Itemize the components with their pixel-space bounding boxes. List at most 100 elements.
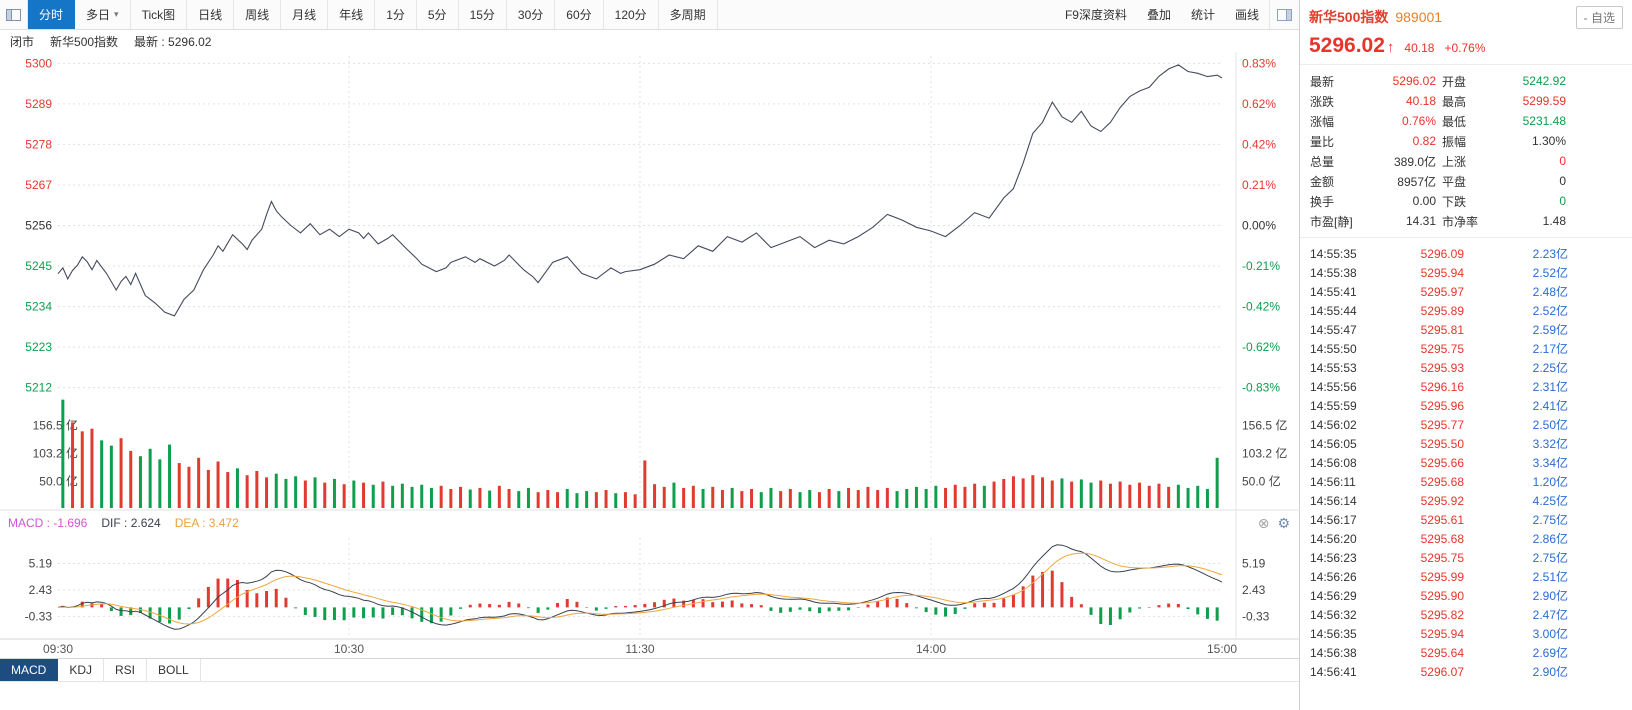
- tab-label: 多日: [86, 8, 111, 22]
- period-tabs: 分时 多日 ▾ Tick图 日线 周线 月线 年线 1分 5分 15分 30分 60分 120分 多周期: [28, 0, 718, 29]
- divider: [1300, 237, 1632, 238]
- period-tab-weekly[interactable]: 周线: [234, 0, 282, 29]
- tick-row: 14:56:11 5295.68 1.20亿: [1300, 472, 1632, 491]
- svg-text:0.42%: 0.42%: [1242, 137, 1276, 151]
- tick-time: 14:56:17: [1310, 512, 1357, 527]
- tick-price: 5295.97: [1420, 284, 1464, 299]
- tick-price: 5295.66: [1420, 455, 1464, 470]
- toolbar-item-draw-line[interactable]: 画线: [1234, 8, 1259, 22]
- period-tab-yearly[interactable]: 年线: [328, 0, 376, 29]
- stat-row: 涨跌 40.18 最高 5299.59: [1300, 91, 1632, 111]
- period-tab-multi-day[interactable]: 多日 ▾: [75, 0, 131, 29]
- stat-label: 金额: [1310, 174, 1335, 189]
- svg-text:-0.33: -0.33: [1242, 609, 1270, 623]
- time-axis-label: 14:00: [915, 642, 947, 656]
- stat-label: 涨跌: [1310, 94, 1335, 109]
- stat-row: 总量 389.0亿 上涨 0: [1300, 151, 1632, 171]
- tick-amount: 3.00亿: [1532, 627, 1568, 641]
- watchlist-toggle-button[interactable]: - 自选: [1575, 5, 1623, 29]
- tick-amount: 2.59亿: [1532, 323, 1568, 337]
- dropdown-caret-icon: ▾: [114, 9, 119, 19]
- tick-time: 14:55:50: [1310, 341, 1357, 356]
- macd-value: MACD : -1.696: [8, 516, 88, 530]
- indicator-tab-macd[interactable]: MACD: [0, 659, 59, 681]
- period-tab-15min[interactable]: 15分: [459, 0, 507, 29]
- tick-time: 14:56:38: [1310, 645, 1357, 660]
- stat-label: 换手: [1310, 194, 1335, 209]
- period-tab-tick-chart[interactable]: Tick图: [131, 0, 188, 29]
- status-instrument-name: 新华500指数: [50, 34, 119, 49]
- svg-text:103.2 亿: 103.2 亿: [1242, 445, 1287, 460]
- close-indicator-icon[interactable]: ⊗: [1257, 515, 1270, 531]
- tab-label: 5分: [427, 8, 447, 22]
- tick-time: 14:55:44: [1310, 303, 1357, 318]
- tick-price: 5295.93: [1420, 360, 1464, 375]
- dif-value: DIF : 2.624: [101, 516, 161, 530]
- tick-amount: 2.86亿: [1532, 532, 1568, 546]
- time-axis-label: 15:00: [1206, 642, 1238, 656]
- tick-amount: 3.32亿: [1532, 437, 1568, 451]
- period-tab-monthly[interactable]: 月线: [281, 0, 329, 29]
- stat-label: 市净率: [1442, 214, 1479, 229]
- stat-label: 上涨: [1442, 154, 1467, 169]
- toolbar-item-overlay[interactable]: 叠加: [1146, 8, 1171, 22]
- svg-text:0.83%: 0.83%: [1242, 56, 1276, 70]
- toolbar-right-items: F9深度资料 叠加 统计 画线: [1055, 0, 1269, 29]
- stat-label: 最新: [1310, 74, 1335, 89]
- tick-time: 14:56:26: [1310, 569, 1357, 584]
- status-latest-price: 最新 : 5296.02: [134, 34, 212, 49]
- tab-label: 年线: [339, 8, 364, 22]
- tick-time: 14:56:02: [1310, 417, 1357, 432]
- tick-price: 5295.99: [1420, 569, 1464, 584]
- stat-label: 最低: [1442, 114, 1467, 129]
- period-tab-120min[interactable]: 120分: [604, 0, 659, 29]
- chart-canvas[interactable]: 5300 0.83% 5289 0.62% 5278 0.42% 5267 0.21% 5256…: [0, 52, 1300, 640]
- indicator-tab-rsi[interactable]: RSI: [104, 659, 148, 681]
- macd-panel-controls: ⊗ ⚙: [1258, 516, 1300, 530]
- tick-row: 14:55:41 5295.97 2.48亿: [1300, 282, 1632, 301]
- period-tab-minute[interactable]: 分时: [28, 0, 76, 29]
- indicator-tab-kdj[interactable]: KDJ: [58, 659, 105, 681]
- period-tab-1min[interactable]: 1分: [375, 0, 417, 29]
- period-tab-multi-period[interactable]: 多周期: [659, 0, 718, 29]
- tab-label: 30分: [517, 8, 544, 22]
- stat-row: 金额 8957亿 平盘 0: [1300, 171, 1632, 191]
- tab-label: Tick图: [141, 8, 176, 22]
- tick-row: 14:56:14 5295.92 4.25亿: [1300, 491, 1632, 510]
- tab-label: 日线: [198, 8, 223, 22]
- tick-amount: 2.50亿: [1532, 418, 1568, 432]
- tick-row: 14:55:50 5295.75 2.17亿: [1300, 339, 1632, 358]
- tick-price: 5296.16: [1420, 379, 1464, 394]
- settings-gear-icon[interactable]: ⚙: [1277, 515, 1290, 531]
- svg-text:5256: 5256: [25, 219, 52, 233]
- tick-amount: 4.25亿: [1532, 494, 1568, 508]
- window-layout-button[interactable]: [0, 0, 28, 29]
- tick-row: 14:55:59 5295.96 2.41亿: [1300, 396, 1632, 415]
- svg-text:2.43: 2.43: [1242, 583, 1266, 597]
- tick-price: 5295.50: [1420, 436, 1464, 451]
- tick-price: 5295.75: [1420, 341, 1464, 356]
- indicator-tab-boll[interactable]: BOLL: [147, 659, 201, 681]
- chart-area: 5300 0.83% 5289 0.62% 5278 0.42% 5267 0.21% 5256…: [0, 52, 1300, 640]
- tick-row: 14:56:08 5295.66 3.34亿: [1300, 453, 1632, 472]
- svg-text:5245: 5245: [25, 259, 52, 273]
- tick-time: 14:56:05: [1310, 436, 1357, 451]
- stat-value: 0: [1559, 194, 1566, 208]
- tick-time: 14:55:47: [1310, 322, 1357, 337]
- period-tab-daily[interactable]: 日线: [187, 0, 235, 29]
- period-tab-5min[interactable]: 5分: [417, 0, 459, 29]
- instrument-name: 新华500指数: [1309, 9, 1389, 25]
- price-change: 40.18: [1404, 41, 1435, 55]
- stat-value: 0.82: [1412, 134, 1436, 148]
- period-tab-60min[interactable]: 60分: [555, 0, 604, 29]
- tick-time: 14:56:29: [1310, 588, 1357, 603]
- macd-plot: 5.19 5.19 2.43 2.43 -0.33 -0.33: [25, 544, 1270, 630]
- stat-row: 涨幅 0.76% 最低 5231.48: [1300, 111, 1632, 131]
- toolbar-item-statistics[interactable]: 统计: [1190, 8, 1215, 22]
- period-tab-30min[interactable]: 30分: [507, 0, 556, 29]
- tick-list[interactable]: 14:55:35 5296.09 2.23亿 14:55:38 5295.94 2.52亿…: [1300, 238, 1632, 710]
- right-panel-toggle-button[interactable]: [1269, 0, 1299, 29]
- stat-value: 8957亿: [1397, 174, 1436, 189]
- toolbar-item-f9-depth-info[interactable]: F9深度资料: [1064, 8, 1127, 22]
- tick-price: 5295.92: [1420, 493, 1464, 508]
